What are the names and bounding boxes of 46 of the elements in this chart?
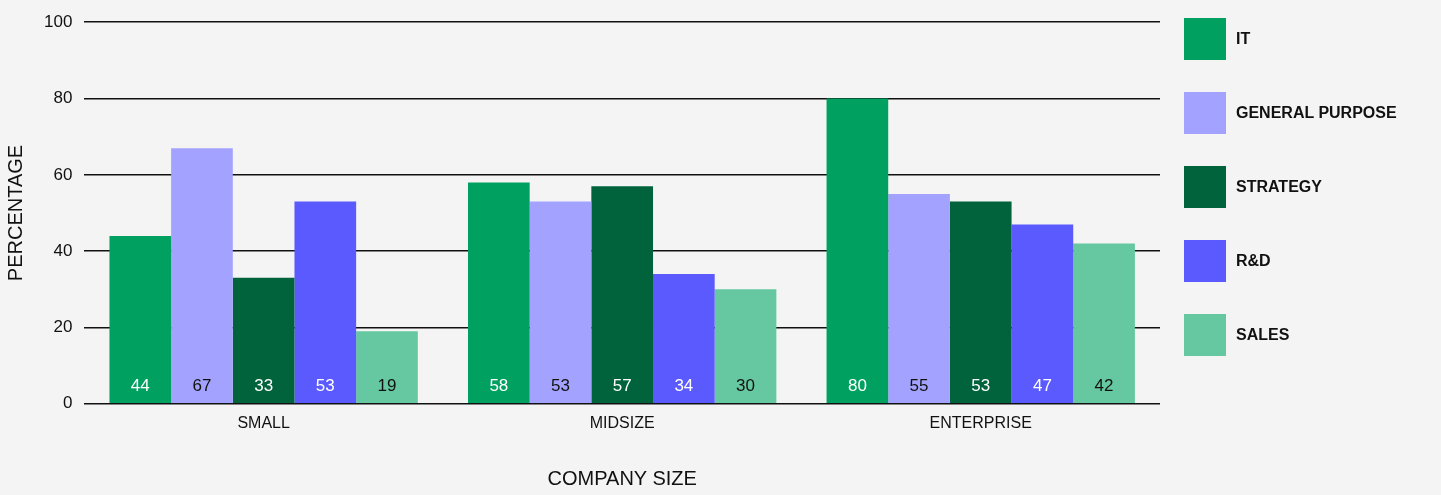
bar	[826, 98, 889, 404]
y-tick-label: 60	[53, 164, 73, 184]
bar	[171, 148, 233, 404]
bar	[888, 193, 950, 404]
data-label: 58	[489, 376, 509, 396]
data-label: 80	[847, 376, 867, 396]
data-label: 34	[674, 376, 694, 396]
data-label: 57	[612, 376, 632, 396]
data-label: 44	[130, 376, 150, 396]
bar	[294, 201, 357, 404]
bar	[356, 331, 418, 404]
bar	[529, 201, 592, 404]
data-label: 33	[254, 376, 274, 396]
y-tick-label: 20	[53, 317, 73, 337]
bar	[1073, 243, 1135, 404]
data-label: 30	[736, 376, 755, 396]
data-label: 53	[315, 376, 335, 396]
text: IT	[1236, 30, 1251, 48]
bar	[591, 186, 654, 404]
y-tick-label: 80	[53, 88, 73, 108]
text: GENERAL PURPOSE	[1236, 104, 1397, 122]
data-label: 47	[1032, 376, 1052, 396]
x-tick-label: MIDSIZE	[589, 413, 655, 431]
bar	[653, 274, 715, 404]
data-label: 67	[192, 376, 212, 396]
bar	[109, 235, 172, 404]
data-label: 53	[971, 376, 991, 396]
x-tick-label: ENTERPRISE	[929, 413, 1032, 431]
data-label: 55	[909, 376, 929, 396]
bar	[949, 201, 1012, 404]
y-axis-title: PERCENTAGE	[3, 144, 26, 282]
y-tick-label: 100	[43, 11, 73, 31]
data-label: 53	[551, 376, 570, 396]
text: R&D	[1236, 252, 1271, 270]
y-tick-label: 0	[62, 393, 73, 413]
text: SALES	[1236, 326, 1290, 344]
bar	[1011, 224, 1074, 404]
data-label: 42	[1094, 376, 1114, 396]
x-axis-title: COMPANY SIZE	[547, 466, 697, 489]
y-tick-label: 40	[53, 240, 73, 260]
x-tick-label: SMALL	[237, 413, 290, 431]
bar	[468, 182, 530, 404]
text: STRATEGY	[1236, 178, 1322, 196]
bar	[714, 289, 777, 404]
data-label: 19	[377, 376, 397, 396]
bar	[232, 277, 295, 404]
